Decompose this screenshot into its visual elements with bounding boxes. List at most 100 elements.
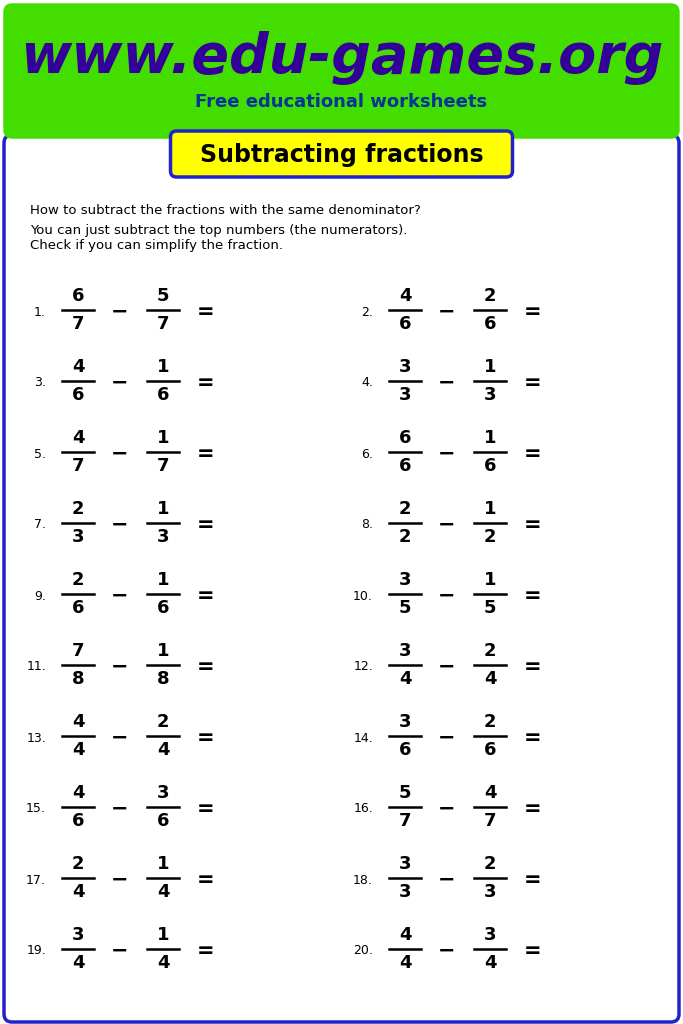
Text: −: − (111, 799, 129, 819)
Text: 7: 7 (72, 642, 84, 660)
Text: =: = (197, 799, 215, 819)
Text: 7: 7 (72, 315, 84, 333)
Text: −: − (111, 657, 129, 677)
Text: 2: 2 (72, 855, 84, 873)
Text: 4: 4 (72, 784, 84, 802)
Text: 2: 2 (399, 528, 411, 546)
Text: −: − (438, 373, 456, 393)
Text: 2: 2 (157, 713, 169, 731)
Text: 6.: 6. (361, 447, 373, 461)
Text: You can just subtract the top numbers (the numerators).
Check if you can simplif: You can just subtract the top numbers (t… (30, 224, 407, 252)
Text: −: − (438, 444, 456, 464)
Text: 4: 4 (72, 741, 84, 759)
Text: =: = (197, 515, 215, 535)
Text: 4: 4 (72, 713, 84, 731)
Text: 16.: 16. (353, 803, 373, 815)
Text: −: − (111, 302, 129, 322)
Text: 6: 6 (399, 429, 411, 447)
Text: 10.: 10. (353, 590, 373, 602)
Text: 12.: 12. (353, 660, 373, 674)
Text: −: − (111, 373, 129, 393)
Text: 3: 3 (399, 713, 411, 731)
Text: −: − (438, 302, 456, 322)
Text: 6: 6 (157, 599, 169, 617)
Text: 4: 4 (399, 287, 411, 305)
Text: 18.: 18. (353, 873, 373, 887)
Text: 1: 1 (484, 571, 497, 589)
Text: 11.: 11. (26, 660, 46, 674)
Text: 6: 6 (399, 315, 411, 333)
Text: 8: 8 (156, 670, 169, 688)
Text: 4: 4 (72, 883, 84, 901)
Text: 20.: 20. (353, 944, 373, 957)
Text: 6: 6 (484, 457, 497, 475)
Text: 3: 3 (399, 571, 411, 589)
Text: 2: 2 (484, 855, 497, 873)
Text: 2.: 2. (361, 305, 373, 318)
Text: 1: 1 (157, 855, 169, 873)
Text: 1: 1 (157, 500, 169, 518)
Text: =: = (524, 373, 542, 393)
Text: 4: 4 (72, 954, 84, 972)
Text: 6: 6 (72, 599, 84, 617)
Text: 6: 6 (72, 812, 84, 830)
Text: 8.: 8. (361, 518, 373, 531)
Text: 4: 4 (157, 883, 169, 901)
Text: 6: 6 (157, 386, 169, 404)
Text: =: = (197, 586, 215, 606)
Text: 4: 4 (399, 670, 411, 688)
Text: 2: 2 (72, 500, 84, 518)
Text: 1.: 1. (34, 305, 46, 318)
Text: 2: 2 (484, 287, 497, 305)
Text: −: − (111, 870, 129, 890)
Text: 14.: 14. (353, 731, 373, 744)
Text: =: = (524, 941, 542, 961)
Text: 6: 6 (157, 812, 169, 830)
Text: 2: 2 (484, 713, 497, 731)
Text: 3: 3 (399, 883, 411, 901)
Text: 5.: 5. (34, 447, 46, 461)
Text: 1: 1 (484, 500, 497, 518)
Text: −: − (111, 515, 129, 535)
Text: 2: 2 (72, 571, 84, 589)
Text: =: = (197, 941, 215, 961)
Text: 7: 7 (399, 812, 411, 830)
Text: 3.: 3. (34, 377, 46, 389)
Text: 4: 4 (399, 954, 411, 972)
Text: 5: 5 (157, 287, 169, 305)
Text: =: = (197, 870, 215, 890)
Text: −: − (438, 941, 456, 961)
Text: 2: 2 (484, 528, 497, 546)
Text: 4: 4 (484, 670, 497, 688)
Text: 1: 1 (157, 358, 169, 376)
Text: 3: 3 (399, 855, 411, 873)
Text: 6: 6 (484, 315, 497, 333)
Text: 5: 5 (484, 599, 497, 617)
Text: 6: 6 (484, 741, 497, 759)
Text: −: − (438, 515, 456, 535)
Text: −: − (438, 870, 456, 890)
Text: 6: 6 (399, 457, 411, 475)
Text: 3: 3 (484, 386, 497, 404)
Text: −: − (111, 586, 129, 606)
Text: 9.: 9. (34, 590, 46, 602)
Text: 15.: 15. (26, 803, 46, 815)
Text: 3: 3 (484, 883, 497, 901)
Text: 7.: 7. (34, 518, 46, 531)
Text: 3: 3 (72, 926, 84, 944)
Text: Free educational worksheets: Free educational worksheets (195, 93, 488, 111)
Text: =: = (524, 870, 542, 890)
Text: −: − (438, 657, 456, 677)
Text: 17.: 17. (26, 873, 46, 887)
Text: =: = (524, 657, 542, 677)
Text: 1: 1 (157, 642, 169, 660)
Text: 4: 4 (399, 926, 411, 944)
Text: 1: 1 (157, 429, 169, 447)
Text: −: − (111, 941, 129, 961)
Text: 4: 4 (484, 954, 497, 972)
Text: −: − (438, 586, 456, 606)
Text: 4: 4 (72, 429, 84, 447)
Text: 1: 1 (157, 571, 169, 589)
Text: 2: 2 (399, 500, 411, 518)
Text: Subtracting fractions: Subtracting fractions (199, 143, 484, 167)
